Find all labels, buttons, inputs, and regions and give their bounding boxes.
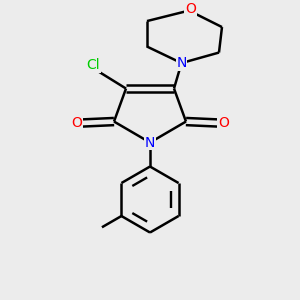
Text: Cl: Cl bbox=[86, 58, 100, 73]
Text: O: O bbox=[185, 2, 196, 16]
Text: N: N bbox=[145, 136, 155, 149]
Text: O: O bbox=[71, 116, 82, 130]
Text: O: O bbox=[218, 116, 229, 130]
Text: N: N bbox=[176, 56, 187, 70]
